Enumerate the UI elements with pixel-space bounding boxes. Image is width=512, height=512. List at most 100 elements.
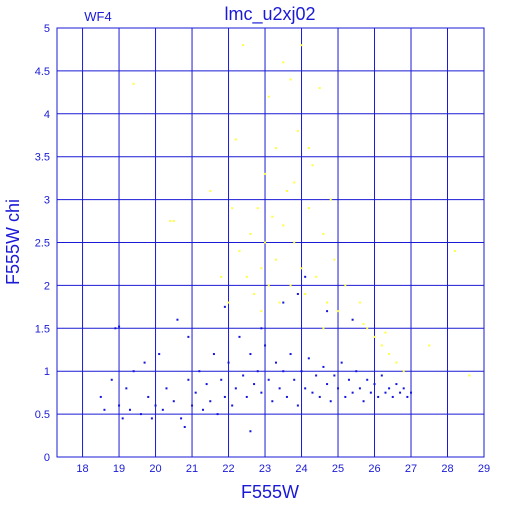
point-series1-35: [238, 335, 241, 338]
y-tick-label: 2.5: [35, 238, 50, 250]
point-series1-6: [125, 387, 128, 390]
point-series0-11: [274, 147, 277, 150]
point-series0-3: [253, 292, 256, 295]
x-tick-label: 25: [332, 463, 344, 475]
point-series1-70: [366, 378, 369, 381]
point-series1-33: [231, 404, 234, 407]
point-series0-56: [384, 331, 387, 334]
point-series1-51: [296, 404, 299, 407]
point-series1-40: [256, 370, 259, 373]
point-series1-81: [406, 395, 409, 398]
point-series0-31: [333, 258, 336, 261]
point-series1-31: [223, 395, 226, 398]
point-series1-36: [242, 374, 245, 377]
point-series0-13: [278, 301, 281, 304]
point-series1-30: [220, 378, 223, 381]
point-series0-16: [285, 190, 288, 193]
point-series1-1: [103, 408, 106, 411]
point-series1-55: [311, 391, 314, 394]
point-series1-43: [267, 378, 270, 381]
y-tick-label: 5: [44, 23, 50, 35]
point-series1-10: [143, 361, 146, 364]
x-tick-labels: 18 19 20 21 22 23 24 25 26 27 28 29: [76, 463, 490, 475]
point-series1-49: [289, 353, 292, 356]
point-series0-23: [304, 292, 307, 295]
point-series1-77: [391, 395, 394, 398]
point-series1-61: [333, 374, 336, 377]
plot-frame: [56, 27, 485, 458]
point-series0-49: [453, 250, 456, 253]
point-series1-91: [187, 335, 190, 338]
x-tick-label: 23: [259, 463, 271, 475]
point-series1-71: [369, 391, 372, 394]
point-series0-55: [428, 344, 431, 347]
point-series0-0: [238, 250, 241, 253]
point-series1-44: [271, 400, 274, 403]
y-tick-labels: 0 0.5 1 1.5 2 2.5 3 3.5 4 4.5 5: [35, 23, 50, 464]
point-series1-15: [161, 408, 164, 411]
point-series1-73: [377, 395, 380, 398]
point-series0-12: [274, 258, 277, 261]
point-series0-33: [344, 284, 347, 287]
point-series1-82: [410, 391, 413, 394]
point-series1-47: [282, 370, 285, 373]
y-tick-label: 2: [44, 280, 50, 292]
point-series1-85: [260, 327, 263, 330]
y-tick-label: 3: [44, 195, 50, 207]
point-series1-18: [176, 318, 179, 321]
point-series1-65: [347, 378, 350, 381]
point-series1-11: [147, 395, 150, 398]
point-series1-26: [205, 383, 208, 386]
point-series0-17: [289, 284, 292, 287]
point-series1-8: [132, 370, 135, 373]
x-tick-label: 22: [222, 463, 234, 475]
point-series1-89: [249, 430, 252, 433]
point-series1-39: [253, 383, 256, 386]
point-series0-58: [260, 310, 263, 313]
x-tick-label: 19: [113, 463, 125, 475]
point-series1-42: [264, 344, 267, 347]
point-series1-22: [191, 404, 194, 407]
y-tick-label: 4: [44, 109, 50, 121]
point-series1-13: [154, 404, 157, 407]
point-series1-92: [223, 305, 226, 308]
point-series1-17: [172, 400, 175, 403]
point-series0-2: [249, 232, 252, 235]
data-points: [99, 44, 471, 433]
x-tick-label: 28: [441, 463, 453, 475]
point-series1-67: [355, 370, 358, 373]
point-series1-27: [209, 400, 212, 403]
point-series1-80: [402, 387, 405, 390]
y-tick-label: 0.5: [35, 409, 50, 421]
point-series0-59: [322, 327, 325, 330]
x-tick-label: 24: [295, 463, 307, 475]
point-series0-43: [227, 301, 230, 304]
point-series1-63: [340, 361, 343, 364]
y-tick-label: 3.5: [35, 152, 50, 164]
point-series1-56: [315, 374, 318, 377]
x-tick-label: 20: [149, 463, 161, 475]
point-series0-7: [264, 241, 267, 244]
y-tick-label: 1: [44, 366, 50, 378]
point-series1-0: [99, 395, 102, 398]
point-series0-30: [329, 198, 332, 201]
point-series0-52: [242, 44, 245, 47]
point-series1-57: [318, 395, 321, 398]
point-series0-45: [209, 190, 212, 193]
point-series1-88: [326, 310, 329, 313]
point-series1-12: [150, 417, 153, 420]
point-series1-74: [380, 374, 383, 377]
y-axis-label: F555W chi: [3, 199, 23, 285]
point-series1-60: [329, 400, 332, 403]
point-series0-10: [271, 215, 274, 218]
point-series1-37: [245, 395, 248, 398]
point-series1-5: [121, 417, 124, 420]
point-series1-34: [234, 387, 237, 390]
x-tick-label: 21: [186, 463, 198, 475]
point-series0-6: [264, 172, 267, 175]
point-series1-72: [373, 383, 376, 386]
point-series0-32: [337, 310, 340, 313]
point-series1-2: [110, 378, 113, 381]
point-series1-45: [274, 361, 277, 364]
point-series1-68: [358, 387, 361, 390]
